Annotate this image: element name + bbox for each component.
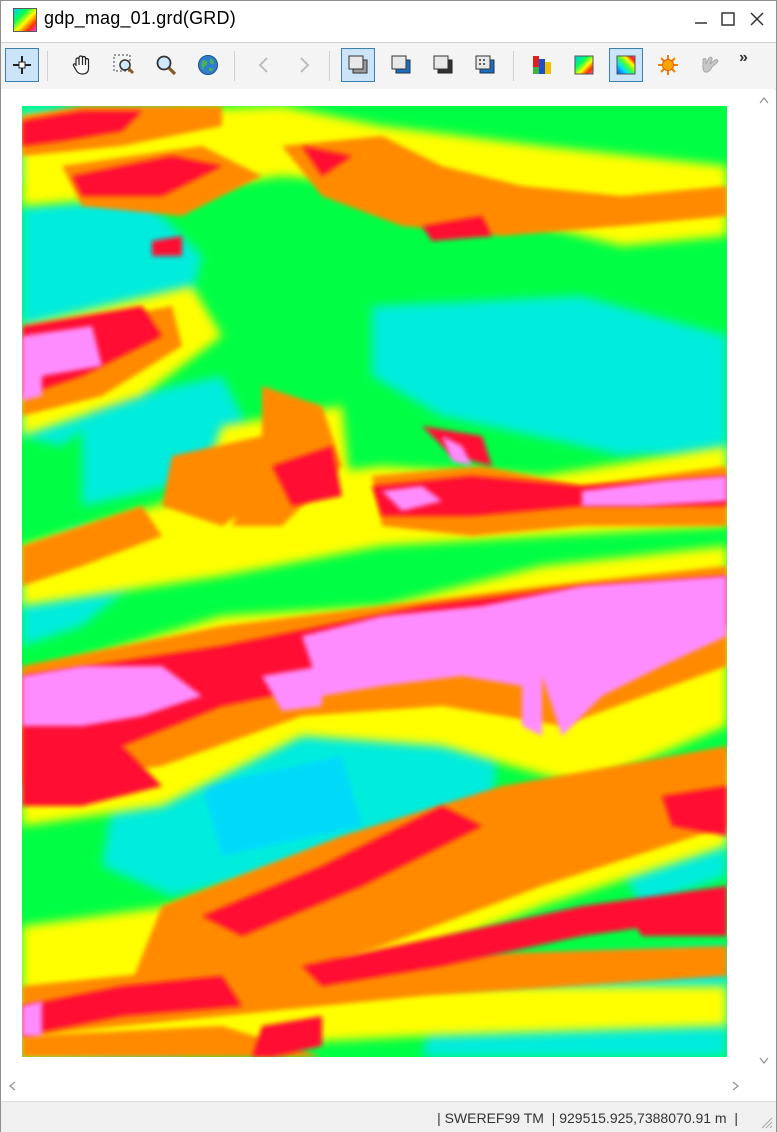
color-gradient-button[interactable] xyxy=(567,48,601,82)
full-extent-button[interactable] xyxy=(191,48,225,82)
maximize-icon xyxy=(721,12,735,26)
toolbar-separator xyxy=(329,51,330,81)
scroll-left-icon[interactable] xyxy=(5,1079,19,1093)
resize-grip-icon[interactable] xyxy=(759,1115,773,1129)
sun-icon xyxy=(658,55,678,75)
vertical-scrollbar[interactable] xyxy=(753,89,775,1074)
magnifier-icon xyxy=(156,55,177,76)
grid-raster xyxy=(22,106,727,1057)
minimize-icon xyxy=(695,22,707,24)
close-icon xyxy=(750,12,764,26)
color-gradient-icon xyxy=(574,55,594,75)
chevron-right-icon xyxy=(300,57,310,73)
hand-shading-button[interactable] xyxy=(693,48,727,82)
horizontal-scrollbar[interactable] xyxy=(1,1074,753,1098)
color-shaded-button[interactable] xyxy=(609,48,643,82)
color-bars-icon xyxy=(533,56,551,74)
window-layout-1-icon xyxy=(348,55,368,74)
window-title: gdp_mag_01.grd(GRD) xyxy=(44,8,236,28)
hand-icon xyxy=(72,55,90,75)
toolbar-separator xyxy=(47,51,48,81)
grid-colormap-icon xyxy=(13,8,37,32)
crosshair-select-icon xyxy=(13,56,31,74)
zoom-window-button[interactable] xyxy=(107,48,141,82)
map-view[interactable] xyxy=(1,89,753,1074)
chevron-left-icon xyxy=(258,57,268,73)
close-button[interactable] xyxy=(745,7,769,31)
pan-tool-button[interactable] xyxy=(65,48,99,82)
back-button[interactable] xyxy=(247,48,281,82)
window-layout-3-icon xyxy=(433,55,453,74)
window-layout-2-icon xyxy=(391,55,411,74)
globe-icon xyxy=(198,55,218,75)
title-bar[interactable]: gdp_mag_01.grd(GRD) xyxy=(1,1,776,37)
scroll-right-icon[interactable] xyxy=(729,1079,743,1093)
sun-shading-button[interactable] xyxy=(651,48,685,82)
status-bar: | SWEREF99 TM | 929515.925,7388070.91 m … xyxy=(1,1101,776,1132)
zoom-window-icon xyxy=(113,54,135,75)
map-toolbar: » xyxy=(1,42,776,90)
color-shaded-icon xyxy=(616,55,636,75)
view-mode-3-button[interactable] xyxy=(426,48,460,82)
window-layout-grid-icon xyxy=(475,55,495,74)
color-bars-button[interactable] xyxy=(525,48,559,82)
select-tool-button[interactable] xyxy=(5,48,39,82)
forward-button[interactable] xyxy=(287,48,321,82)
minimize-button[interactable] xyxy=(689,7,713,31)
maximize-button[interactable] xyxy=(716,7,740,31)
scroll-down-icon[interactable] xyxy=(757,1054,771,1068)
scroll-up-icon[interactable] xyxy=(757,93,771,107)
toolbar-overflow-button[interactable]: » xyxy=(739,49,748,66)
magnetic-grid-image[interactable] xyxy=(22,106,727,1057)
toolbar-separator xyxy=(513,51,514,81)
status-coordinates: | SWEREF99 TM | 929515.925,7388070.91 m … xyxy=(437,1110,738,1126)
zoom-button[interactable] xyxy=(149,48,183,82)
hand-light-icon xyxy=(702,56,719,73)
view-mode-1-button[interactable] xyxy=(341,48,375,82)
view-mode-4-button[interactable] xyxy=(468,48,502,82)
view-mode-2-button[interactable] xyxy=(384,48,418,82)
toolbar-separator xyxy=(234,51,235,81)
